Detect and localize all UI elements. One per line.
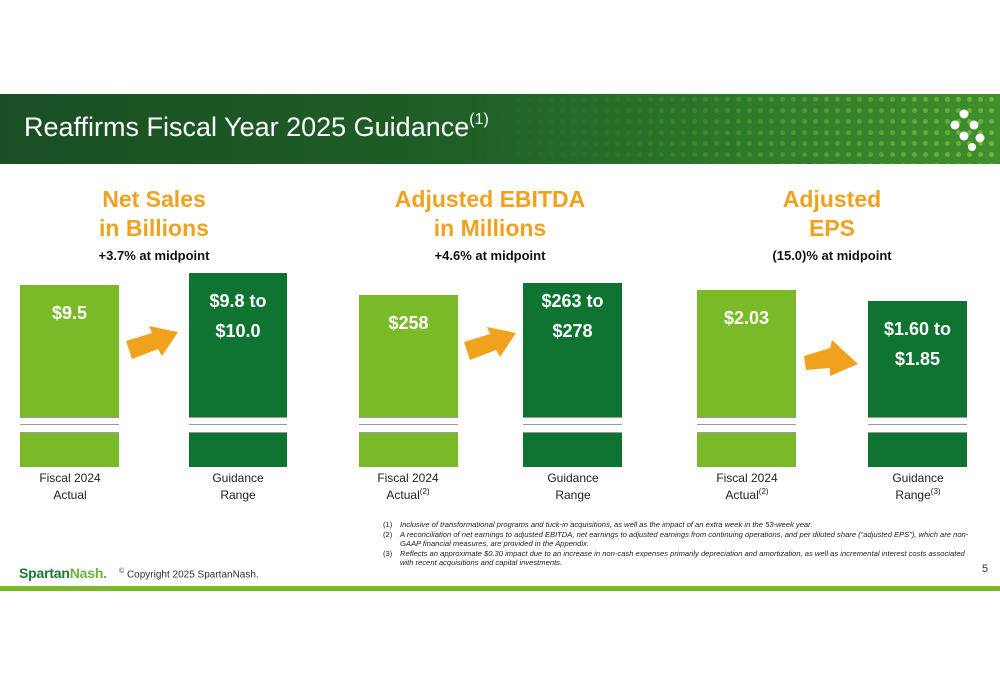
arrow-right-icon [464,327,516,360]
net-sales-actual-value: $9.5 [51,303,88,323]
label-line1: Fiscal 2024 [377,471,439,485]
label-line1: Guidance [892,471,944,485]
footer-rule [0,586,1000,591]
label-line2: Actual [53,488,87,502]
title-banner: Reaffirms Fiscal Year 2025 Guidance(1) [0,94,1000,164]
ebitda-actual-bar: $258 [359,295,458,467]
spartannash-logo: SpartanNash. [19,565,107,581]
footnote-3: (3) Reflects an approximate $0.30 impact … [383,549,973,568]
footnotes: (1) Inclusive of transformational program… [383,520,973,568]
eps-guidance-label: Guidance Range(3) [858,472,978,502]
spartannash-dots-logo-icon [950,109,985,151]
brand-mark: . [103,565,107,581]
eps-actual-bar: $2.03 [697,290,796,467]
axis-break [697,417,796,433]
footnote-2: (2) A reconciliation of net earnings to a… [383,530,973,549]
label-line1: Fiscal 2024 [39,471,101,485]
net-sales-guidance-bar: $9.8 to $10.0 [189,273,287,467]
eps-title-line1: Adjusted [782,186,882,212]
net-sales-title: Net Sales in Billions [4,185,304,243]
ebitda-guidance-bar: $263 to $278 [523,283,622,467]
page-number: 5 [982,563,989,575]
eps-actual-value: $2.03 [723,308,770,328]
arrow-right-icon [126,326,178,359]
net-sales-title-line2: in Billions [99,215,209,241]
ebitda-actual-label: Fiscal 2024 Actual(2) [348,472,468,502]
net-sales-guidance-value-line1: $9.8 to [209,291,267,311]
label-line2: Range [555,488,591,502]
eps-actual-label: Fiscal 2024 Actual(2) [687,472,807,502]
eps-guidance-value-line1: $1.60 to [883,319,952,339]
label-line2: Range [220,488,256,502]
ebitda-title: Adjusted EBITDA in Millions [340,185,640,243]
axis-break [189,417,287,433]
copyright-notice: © Copyright 2025 SpartanNash. [119,568,259,580]
banner-dot-pattern [480,94,1000,164]
label-line1: Fiscal 2024 [716,471,778,485]
ebitda-guidance-value-line2: $278 [552,321,593,341]
net-sales-guidance-label: Guidance Range [178,472,298,502]
eps-midpoint: (15.0)% at midpoint [772,248,892,263]
brand-part1: Spartan [19,565,70,581]
ebitda-title-line2: in Millions [433,215,547,241]
label-line1: Guidance [212,471,264,485]
footnote-text: Reflects an approximate $0.30 impact due… [400,548,965,568]
label-line2: Actual(2) [725,487,769,502]
axis-break [868,417,967,433]
axis-break [20,417,119,433]
ebitda-actual-value: $258 [388,313,429,333]
eps-guidance-value-line2: $1.85 [894,349,941,369]
axis-break [523,417,622,433]
copyright-symbol: © [119,568,125,575]
ebitda-guidance-value-line1: $263 to [541,291,604,311]
eps-title-line2: EPS [808,215,856,241]
eps-title: Adjusted EPS [682,185,982,243]
slide-title-footnote-ref: (1) [469,111,489,128]
footnote-1: (1) Inclusive of transformational program… [383,520,973,530]
label-line2: Actual(2) [386,487,430,502]
ebitda-midpoint: +4.6% at midpoint [434,248,546,263]
ebitda-guidance-label: Guidance Range [513,472,633,502]
axis-break [359,417,458,433]
label-line2: Range(3) [895,487,941,502]
eps-guidance-bar: $1.60 to $1.85 [868,301,967,467]
footnote-text: Inclusive of transformational programs a… [400,520,813,529]
footnote-number: (1) [383,520,393,529]
footnote-number: (2) [383,529,393,539]
net-sales-midpoint: +3.7% at midpoint [98,248,210,263]
copyright-text: Copyright 2025 SpartanNash. [124,569,259,581]
slide-title-text: Reaffirms Fiscal Year 2025 Guidance [24,112,470,142]
footnote-text: A reconciliation of net earnings to adju… [400,529,969,549]
ebitda-title-line1: Adjusted EBITDA [394,186,586,212]
net-sales-actual-bar: $9.5 [20,285,119,467]
slide-title: Reaffirms Fiscal Year 2025 Guidance(1) [24,111,489,143]
net-sales-actual-label: Fiscal 2024 Actual [10,472,130,502]
label-line1: Guidance [547,471,599,485]
net-sales-guidance-value-line2: $10.0 [215,321,261,341]
arrow-right-icon [804,340,858,376]
footnote-number: (3) [383,548,393,558]
net-sales-title-line1: Net Sales [102,186,206,212]
brand-part2: Nash [69,565,104,581]
